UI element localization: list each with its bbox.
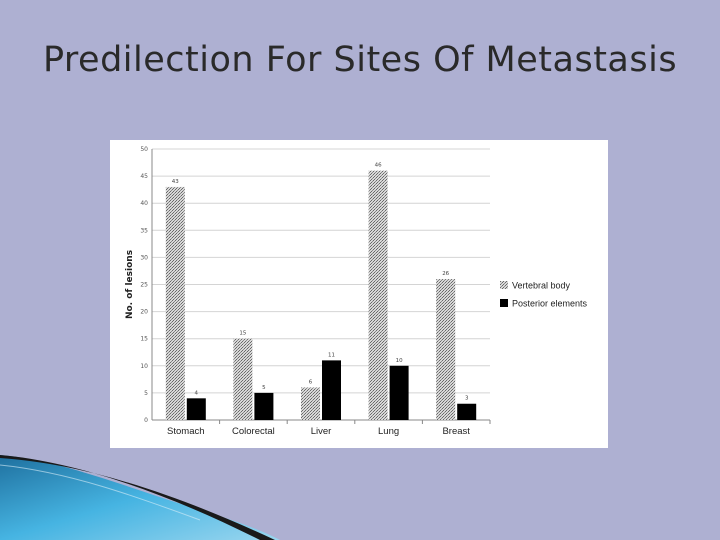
y-tick-label: 0 (144, 417, 148, 424)
data-label: 46 (375, 163, 382, 169)
data-label: 43 (172, 179, 179, 185)
y-tick-label: 40 (140, 200, 148, 207)
axes (151, 149, 491, 424)
bars (165, 170, 477, 420)
data-label: 10 (396, 358, 403, 364)
bar-posterior-elements (186, 398, 206, 420)
data-label: 6 (309, 379, 313, 385)
data-label: 26 (442, 271, 449, 277)
y-tick-label: 30 (140, 254, 148, 261)
chart-panel: 0 5 10 15 20 25 30 35 40 45 50 No. of lesions 43 4 Sto… (110, 140, 608, 448)
legend-label: Posterior elements (512, 299, 588, 309)
data-label: 11 (328, 352, 335, 358)
legend: Vertebral body Posterior elements (500, 281, 588, 309)
grid-lines (152, 148, 490, 421)
legend-swatch (500, 281, 508, 289)
x-category-label: Stomach (167, 426, 205, 437)
data-label: 15 (239, 331, 246, 337)
y-axis-label: No. of lesions (125, 250, 135, 319)
x-category-label: Breast (442, 426, 470, 437)
y-tick-label: 35 (140, 227, 148, 234)
bar-posterior-elements (457, 403, 477, 420)
bar-vertebral-body (436, 279, 456, 420)
decorative-corner-swoosh (0, 455, 280, 540)
y-tick-label: 20 (140, 309, 148, 316)
y-tick-label: 50 (140, 146, 148, 153)
slide-title: Predilection For Sites Of Metastasis (42, 40, 678, 80)
y-tick-label: 5 (144, 390, 148, 397)
legend-swatch (500, 299, 508, 307)
data-label: 3 (465, 396, 469, 402)
y-tick-label: 25 (140, 282, 148, 289)
y-tick-label: 10 (140, 363, 148, 370)
bar-vertebral-body (301, 387, 320, 420)
bar-posterior-elements (389, 365, 409, 420)
y-tick-label: 45 (140, 173, 148, 180)
bar-posterior-elements (254, 392, 274, 420)
x-category-label: Liver (311, 426, 332, 437)
data-label: 4 (195, 390, 199, 396)
bar-vertebral-body (233, 338, 253, 420)
bar-posterior-elements (322, 360, 341, 420)
x-category-label: Colorectal (232, 426, 275, 437)
bar-vertebral-body (368, 170, 388, 420)
bar-vertebral-body (165, 186, 185, 420)
x-category-label: Lung (378, 426, 399, 437)
y-tick-label: 15 (140, 336, 148, 343)
data-label: 5 (262, 385, 266, 391)
legend-label: Vertebral body (512, 281, 571, 291)
